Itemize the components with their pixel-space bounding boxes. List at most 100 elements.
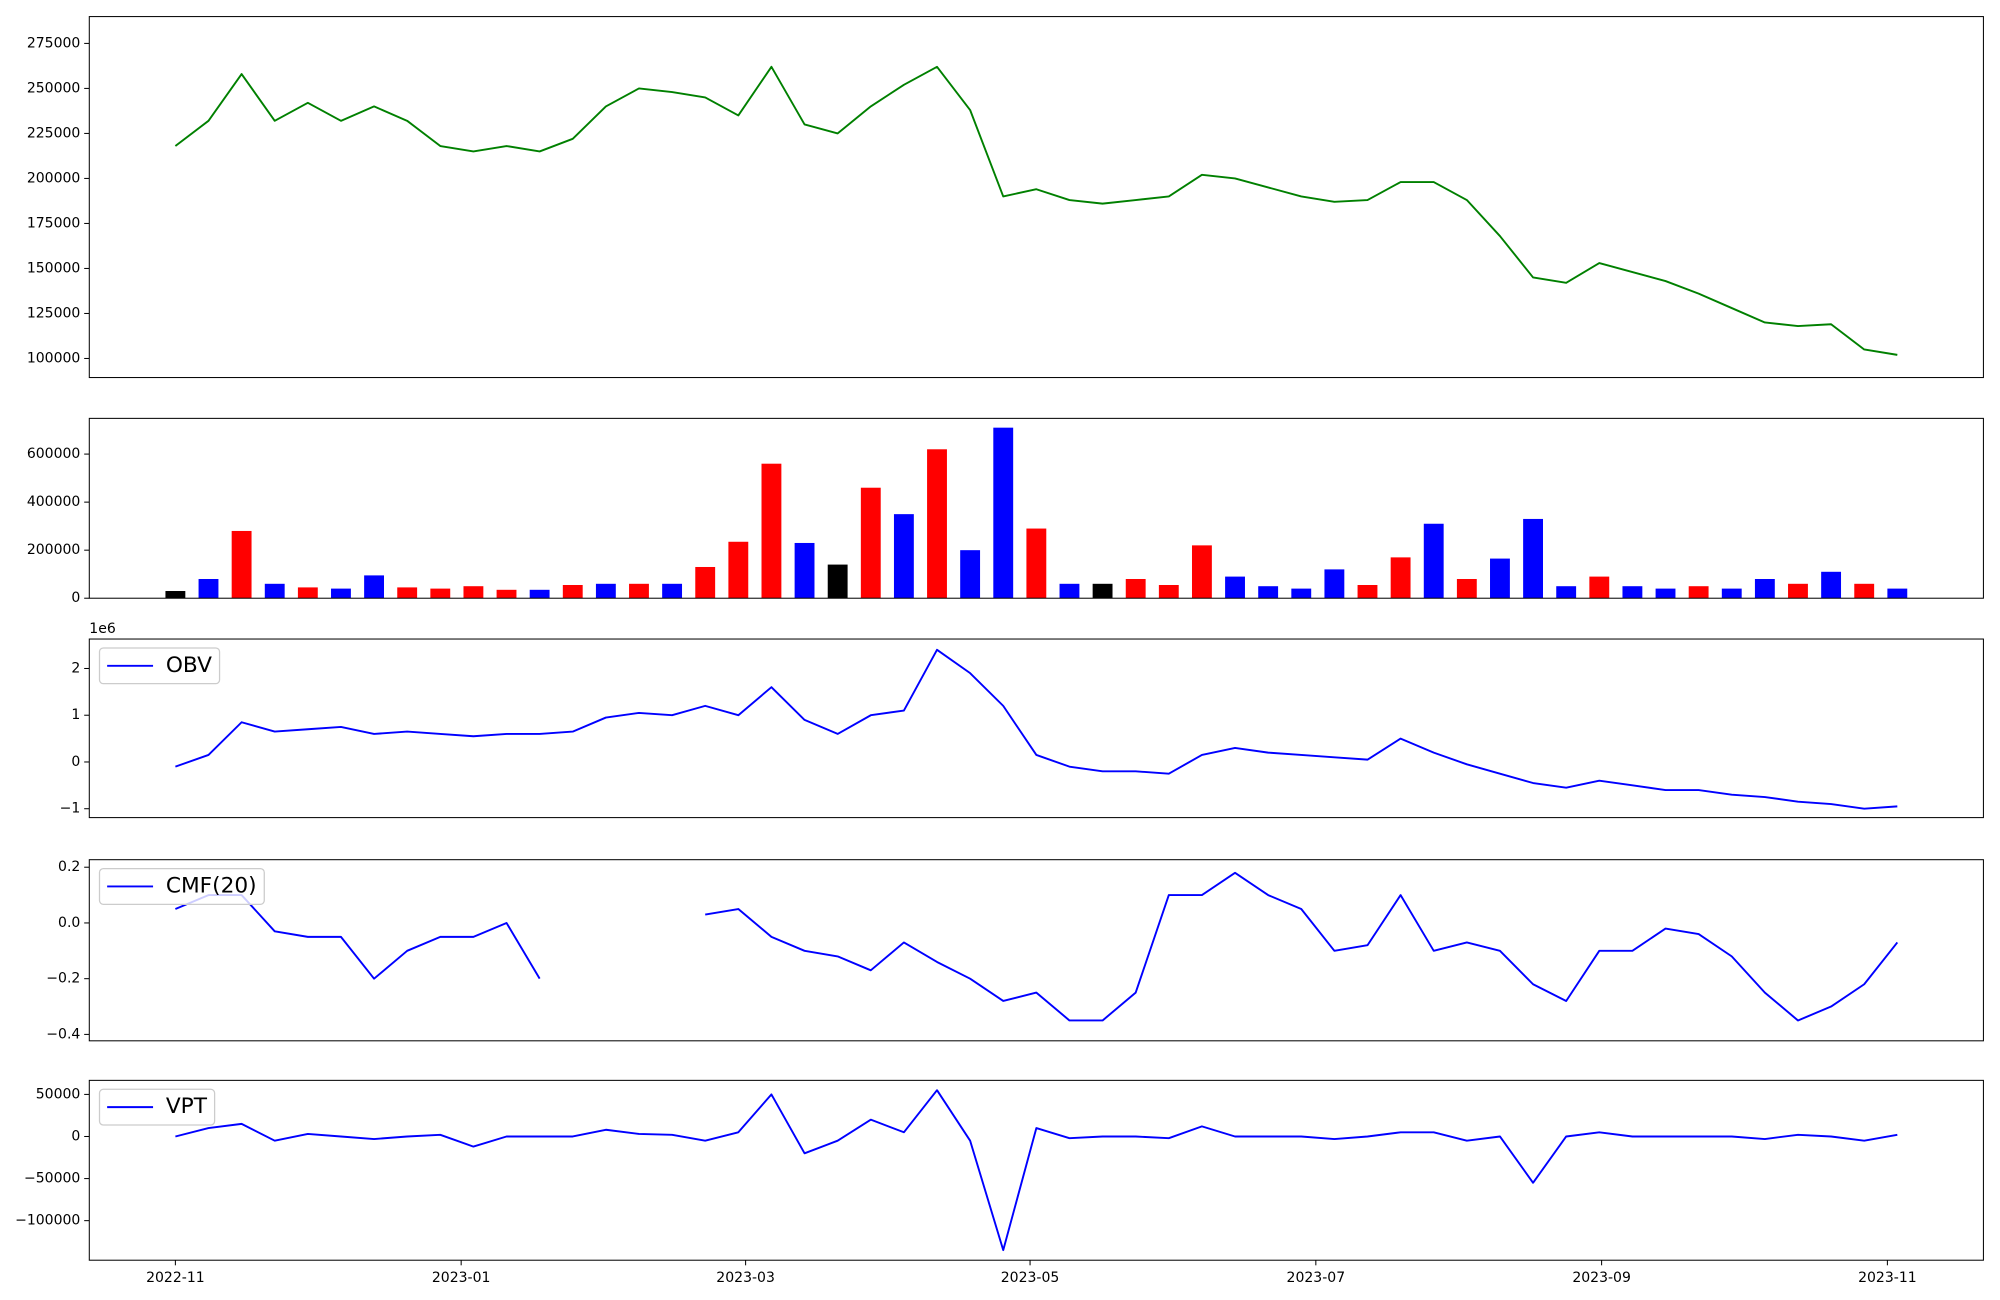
bar — [993, 427, 1014, 599]
axis-offset-label: 1e6 — [89, 621, 116, 637]
bar — [1125, 578, 1146, 599]
line — [175, 1089, 1898, 1252]
bar — [1622, 586, 1643, 599]
bar — [1887, 588, 1908, 599]
bar — [529, 589, 550, 599]
bar — [1821, 571, 1842, 599]
bar — [1721, 588, 1742, 599]
y-tick-label: 250000 — [27, 80, 81, 96]
bar — [761, 463, 782, 599]
bar — [264, 583, 285, 599]
bar — [1688, 586, 1709, 599]
bar — [1258, 586, 1279, 599]
bar — [1490, 558, 1510, 599]
y-tick-label: 0 — [71, 1128, 80, 1144]
bar — [1357, 585, 1378, 599]
x-tick-label: 2023-03 — [716, 1270, 775, 1286]
bar — [463, 586, 484, 599]
bar — [1324, 569, 1345, 599]
bar — [496, 589, 517, 599]
y-tick-label: 200000 — [27, 170, 81, 186]
bar — [893, 514, 914, 599]
bar — [231, 530, 252, 599]
bar — [562, 585, 583, 599]
bar — [629, 583, 649, 599]
x-tick-label: 2023-01 — [432, 1270, 491, 1286]
y-tick-label: 275000 — [27, 35, 81, 51]
y-tick-label: −1 — [60, 801, 81, 817]
plot-frame — [88, 859, 1984, 1042]
x-tick-label: 2023-09 — [1572, 1270, 1631, 1286]
bar — [1092, 583, 1113, 599]
bar — [1556, 586, 1577, 599]
bar — [794, 542, 815, 599]
bar — [1754, 578, 1775, 599]
bar — [1589, 576, 1610, 599]
y-tick-label: −50000 — [24, 1171, 80, 1187]
plot-frame — [88, 1079, 1984, 1261]
bar — [1655, 588, 1676, 599]
y-tick-label: −100000 — [15, 1213, 80, 1229]
y-tick-label: 2 — [71, 660, 80, 676]
bar — [397, 587, 418, 599]
bar — [1456, 578, 1477, 599]
x-tick-label: 2023-11 — [1858, 1270, 1917, 1286]
y-tick-label: 150000 — [27, 260, 81, 276]
bar — [662, 583, 683, 599]
y-tick-label: 600000 — [27, 446, 81, 462]
bar — [595, 583, 616, 599]
bar — [827, 564, 848, 599]
legend-box — [98, 1088, 216, 1126]
bar — [165, 591, 186, 599]
y-tick-label: −0.2 — [46, 971, 80, 987]
bar — [1026, 528, 1047, 599]
y-tick-label: 1 — [71, 707, 80, 723]
bar — [1423, 523, 1444, 599]
plot-frame — [88, 638, 1984, 819]
y-tick-label: 0.0 — [58, 915, 80, 931]
y-tick-label: 0 — [71, 590, 80, 606]
line — [175, 648, 1898, 810]
bar — [364, 575, 385, 599]
bar — [1854, 583, 1875, 599]
plot-frame — [88, 417, 1984, 599]
y-tick-label: 175000 — [27, 215, 81, 231]
x-tick-label: 2023-05 — [1001, 1270, 1060, 1286]
bar — [860, 487, 881, 599]
legend-box — [98, 647, 221, 685]
y-tick-label: −0.4 — [46, 1026, 80, 1042]
y-tick-label: 0.2 — [58, 859, 80, 875]
plot-frame — [88, 16, 1984, 379]
bar — [1390, 557, 1411, 599]
line — [175, 871, 1899, 1022]
legend-box — [98, 867, 265, 905]
y-tick-label: 100000 — [27, 350, 81, 366]
x-tick-label: 2023-07 — [1287, 1270, 1346, 1286]
bar — [728, 541, 749, 599]
bar — [331, 588, 351, 599]
bar — [430, 588, 451, 599]
bar — [1059, 583, 1080, 599]
bar — [1788, 583, 1808, 599]
bar — [695, 566, 716, 599]
bar — [1158, 585, 1179, 599]
x-tick-label: 2022-11 — [146, 1270, 205, 1286]
bar — [198, 578, 219, 599]
y-tick-label: 0 — [71, 754, 80, 770]
y-tick-label: 200000 — [27, 542, 81, 558]
bar — [1191, 545, 1212, 599]
y-tick-label: 50000 — [36, 1086, 81, 1102]
legend-label: VPT — [166, 1094, 208, 1119]
bar — [1291, 588, 1312, 599]
y-tick-label: 225000 — [27, 125, 81, 141]
bar — [927, 449, 947, 599]
bar — [297, 587, 318, 599]
y-tick-label: 125000 — [27, 305, 81, 321]
legend-label: CMF(20) — [166, 873, 257, 898]
line — [174, 65, 1898, 356]
bar — [1225, 576, 1245, 599]
bar — [960, 550, 981, 599]
bar — [1523, 518, 1543, 599]
y-tick-label: 400000 — [27, 494, 81, 510]
